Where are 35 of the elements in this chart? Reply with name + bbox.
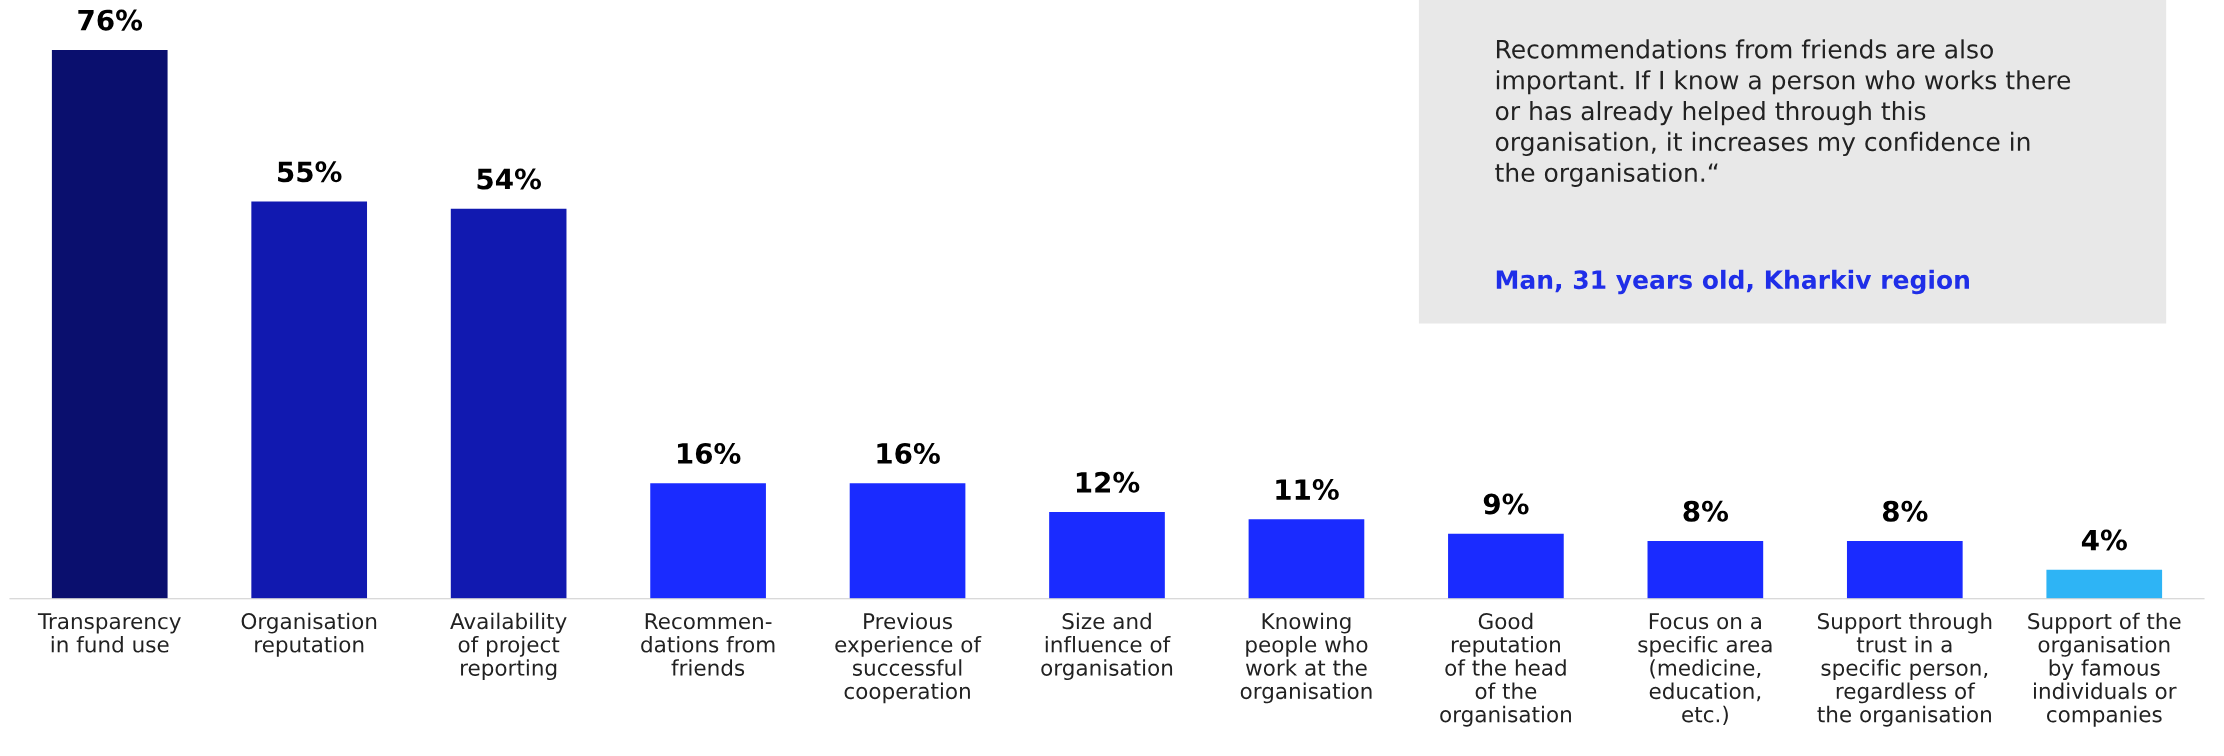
x-tick-label: Previous experience of successful cooperation [835,612,982,704]
data-label: 16% [677,442,741,464]
bar [51,49,168,599]
x-tick-label: Knowing people who work at the organisation [1240,612,1372,704]
data-label: 9% [1483,493,1529,515]
bar [1248,519,1365,599]
x-tick-label: Support of the organisation by famous individuals or companies [2028,612,2181,727]
data-label: 12% [1076,471,1140,493]
data-label: 4% [2081,529,2127,551]
x-tick-label: Organisation reputation [241,612,377,657]
data-label: 16% [877,442,940,464]
bar [1049,512,1165,599]
data-label: 8% [1882,500,1928,522]
x-tick-label: Size and influence of organisation [1041,612,1173,681]
bar [1846,540,1963,599]
data-label: 54% [477,168,541,190]
bar [849,483,966,599]
bar [650,483,766,599]
x-tick-label: Transparency in fund use [37,613,181,653]
x-tick-label: Good reputation of the head of the organisation [1440,612,1571,727]
annotation: Recommendations from friends are also important. If I know a person who works there or has already helped through this organisation, it increases my confidence in the organisation.“ [1495,39,2071,187]
x-tick-label: Support through trust in a specific person, regardless of the organisation [1817,612,1992,727]
bar [1647,540,1764,599]
data-label: 76% [78,9,143,31]
x-tick-label: Focus on a specific area (medicine, education, etc.) [1638,613,1772,725]
bar [2046,569,2163,599]
data-label: 11% [1276,479,1339,501]
bar [251,201,368,599]
x-tick-label: Recommen- dations from friends [641,613,775,676]
x-tick-label: Availability of project reporting [450,612,567,681]
bar [450,208,567,599]
data-label: 55% [278,161,342,183]
bar [1448,533,1564,599]
annotation: Man, 31 years old, Kharkiv region [1496,269,1969,295]
data-label: 8% [1683,500,1729,522]
